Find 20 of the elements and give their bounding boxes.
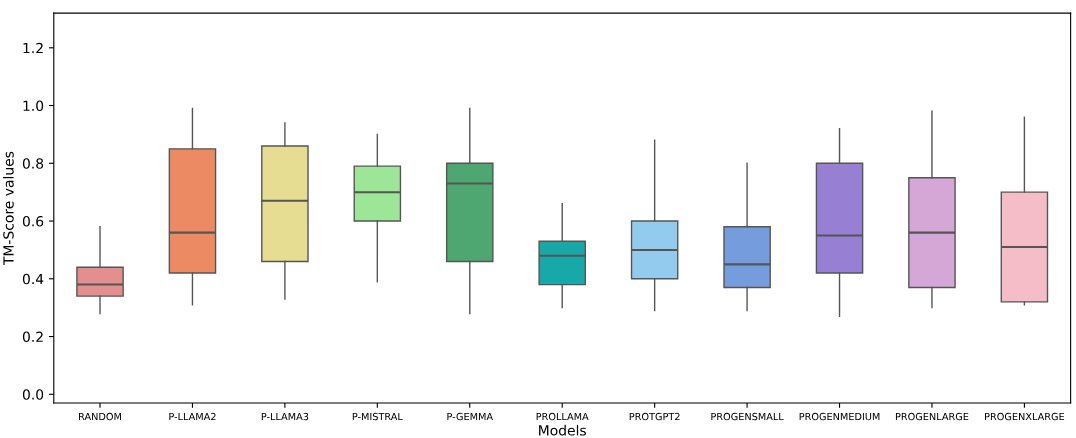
x-tick-label: PROLLAMA [536, 412, 589, 421]
y-axis-title: TM-Score values [2, 151, 14, 266]
x-tick-label: P-GEMMA [447, 412, 493, 421]
x-tick-label: PROGENXLARGE [985, 412, 1065, 421]
y-tick-label: 0.8 [22, 158, 44, 169]
x-tick-label: P-LLAMA2 [169, 412, 216, 421]
x-tick-label: PROGENMEDIUM [799, 412, 880, 421]
y-tick-label: 1.2 [23, 42, 43, 54]
x-tick-label: RANDOM [79, 412, 121, 421]
x-tick-label: P-MISTRAL [352, 412, 403, 421]
y-tick-label: 0.0 [22, 389, 44, 400]
x-tick-label: PROTGPT2 [629, 412, 680, 421]
x-tick-label: P-LLAMA3 [261, 412, 309, 421]
x-tick-label: PROGENSMALL [711, 412, 784, 421]
x-axis-title: Models [539, 424, 586, 436]
x-tick-label: PROGENLARGE [895, 412, 969, 421]
y-tick-label: 0.6 [22, 216, 44, 227]
y-tick-label: 1.0 [23, 100, 44, 112]
y-tick-label: 0.4 [22, 273, 44, 285]
y-tick-label: 0.2 [22, 331, 43, 343]
